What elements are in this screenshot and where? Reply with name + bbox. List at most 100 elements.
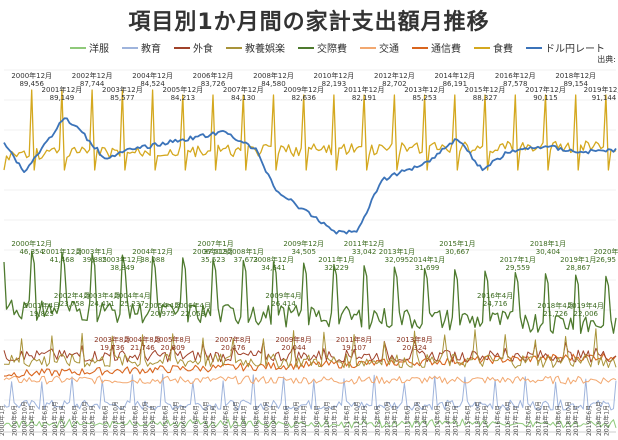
- social-label-date: 2019年4月: [568, 301, 604, 310]
- legend-label: 洋服: [89, 44, 109, 55]
- x-tick-label: 2007年6月: [222, 405, 230, 436]
- social-label-date: 2005年4月: [145, 301, 181, 310]
- legend-label: 通信費: [431, 44, 461, 55]
- dining-label-date: 2005年8月: [155, 335, 191, 344]
- x-tick-label: 2017年6月: [524, 405, 532, 436]
- food-peak-value: 90,115: [533, 94, 558, 102]
- food-peak-date: 2014年12月: [434, 71, 475, 80]
- x-tick-label: 2011年10月: [353, 401, 361, 436]
- social-label-value: 19,825: [30, 310, 55, 318]
- x-tick-label: 2003年6月: [101, 405, 109, 436]
- social-label-value: 31,699: [415, 264, 440, 272]
- legend-item-7: 食費: [474, 40, 513, 55]
- x-tick-label: 2009年6月: [283, 405, 291, 436]
- social-label-value: 33,042: [352, 248, 377, 256]
- x-tick-label: 2019年10月: [595, 401, 603, 436]
- social-label-date: 2003年4月: [84, 291, 120, 300]
- food-peak-date: 2019年12月: [584, 85, 618, 94]
- social-label-value: 22,006: [574, 310, 599, 318]
- social-label-value: 24,411: [90, 300, 115, 308]
- social-label-date: 2009年4月: [265, 291, 301, 300]
- x-tick-label: 2016年1月: [482, 405, 490, 436]
- social-label-date: 2017年1月: [500, 255, 536, 264]
- social-label-value: 29,559: [506, 264, 531, 272]
- social-label-date: 2003年12月: [102, 255, 143, 264]
- x-tick-label: 2020年1月: [602, 405, 610, 436]
- x-tick-label: 2007年1月: [210, 405, 218, 436]
- x-tick-label: 2002年6月: [71, 405, 79, 436]
- x-tick-label: 2014年10月: [444, 401, 452, 436]
- x-tick-label: 2004年1月: [119, 405, 127, 436]
- social-label-value: 37,319: [203, 248, 228, 256]
- x-tick-label: 2015年1月: [451, 405, 459, 436]
- dining-label-date: 2013年8月: [396, 335, 432, 344]
- legend-item-6: 通信費: [412, 40, 461, 55]
- dining-label-value: 20,324: [402, 344, 427, 352]
- food-peak-date: 2006年12月: [193, 71, 234, 80]
- food-peak-value: 84,130: [231, 94, 256, 102]
- food-peak-date: 2010年12月: [314, 71, 355, 80]
- food-peak-date: 2004年12月: [132, 71, 173, 80]
- legend-item-4: 交際費: [298, 40, 347, 55]
- legend-label: 外食: [193, 44, 213, 55]
- food-peak-value: 85,577: [110, 94, 135, 102]
- social-label-date: 2009年12月: [283, 239, 324, 248]
- social-label-date: 2006年12月: [193, 247, 234, 256]
- dining-label-date: 2003年8月: [94, 335, 130, 344]
- x-tick-label: 2004年6月: [132, 405, 140, 436]
- source-note: 出典:: [597, 55, 616, 64]
- social-label-date: 2019年1月: [560, 255, 596, 264]
- food-peak-value: 84,213: [171, 94, 196, 102]
- social-label-date: 2011年12月: [344, 239, 385, 248]
- x-tick-label: 2003年1月: [89, 405, 97, 436]
- x-tick-label: 2013年6月: [404, 405, 412, 436]
- food-peak-value: 89,456: [19, 80, 44, 88]
- series-education: [3, 373, 617, 411]
- social-label-value: 35,523: [201, 256, 226, 264]
- social-label-value: 28,867: [566, 264, 591, 272]
- series-usdjpy: [3, 117, 617, 235]
- x-tick-label: 2000年10月: [21, 401, 29, 436]
- legend-label: ドル円レート: [545, 44, 605, 55]
- legend-item-8: ドル円レート: [526, 40, 605, 55]
- legend-label: 交通: [379, 44, 399, 55]
- series-telecom: [3, 353, 617, 378]
- social-label-date: 2001年12月: [42, 247, 83, 256]
- dining-label-value: 19,736: [100, 344, 125, 352]
- x-tick-label: 2008年10月: [262, 401, 270, 436]
- legend-swatch: [360, 46, 376, 49]
- social-label-date: 2004年4月: [114, 291, 150, 300]
- food-peak-date: 2009年12月: [283, 85, 324, 94]
- food-peak-value: 84,580: [261, 80, 286, 88]
- social-label-value: 20,975: [150, 310, 175, 318]
- x-tick-label: 2003年10月: [111, 401, 119, 436]
- x-tick-label: 2005年1月: [149, 405, 157, 436]
- x-tick-label: 2001年6月: [41, 405, 49, 436]
- food-peak-date: 2017年12月: [525, 85, 566, 94]
- social-label-value: 30,404: [536, 248, 561, 256]
- food-peak-value: 88,327: [473, 94, 498, 102]
- food-peak-value: 82,636: [291, 94, 316, 102]
- legend-swatch: [526, 46, 542, 49]
- x-tick-label: 2012年1月: [361, 405, 369, 436]
- social-label-date: 2004年12月: [132, 247, 173, 256]
- dining-label-date: 2007年8月: [215, 335, 251, 344]
- dining-label-value: 20,476: [221, 344, 246, 352]
- food-peak-date: 2012年12月: [374, 71, 415, 80]
- series-transport: [3, 375, 617, 385]
- legend-swatch: [70, 46, 86, 49]
- social-label-value: 21,726: [543, 310, 568, 318]
- legend-label: 食費: [493, 44, 513, 55]
- social-label-value: 38,849: [110, 264, 135, 272]
- social-label-value: 22,053: [181, 310, 206, 318]
- x-tick-label: 2006年10月: [202, 401, 210, 436]
- x-tick-label: 2012年10月: [383, 401, 391, 436]
- social-label-value: 24,716: [483, 300, 508, 308]
- x-tick-label: 2017年1月: [512, 405, 520, 436]
- social-label-date: 2006年4月: [175, 301, 211, 310]
- food-peak-date: 2013年12月: [404, 85, 445, 94]
- social-label-value: 34,641: [261, 264, 286, 272]
- food-peak-value: 89,149: [50, 94, 75, 102]
- social-label-value: 26,95: [596, 256, 616, 264]
